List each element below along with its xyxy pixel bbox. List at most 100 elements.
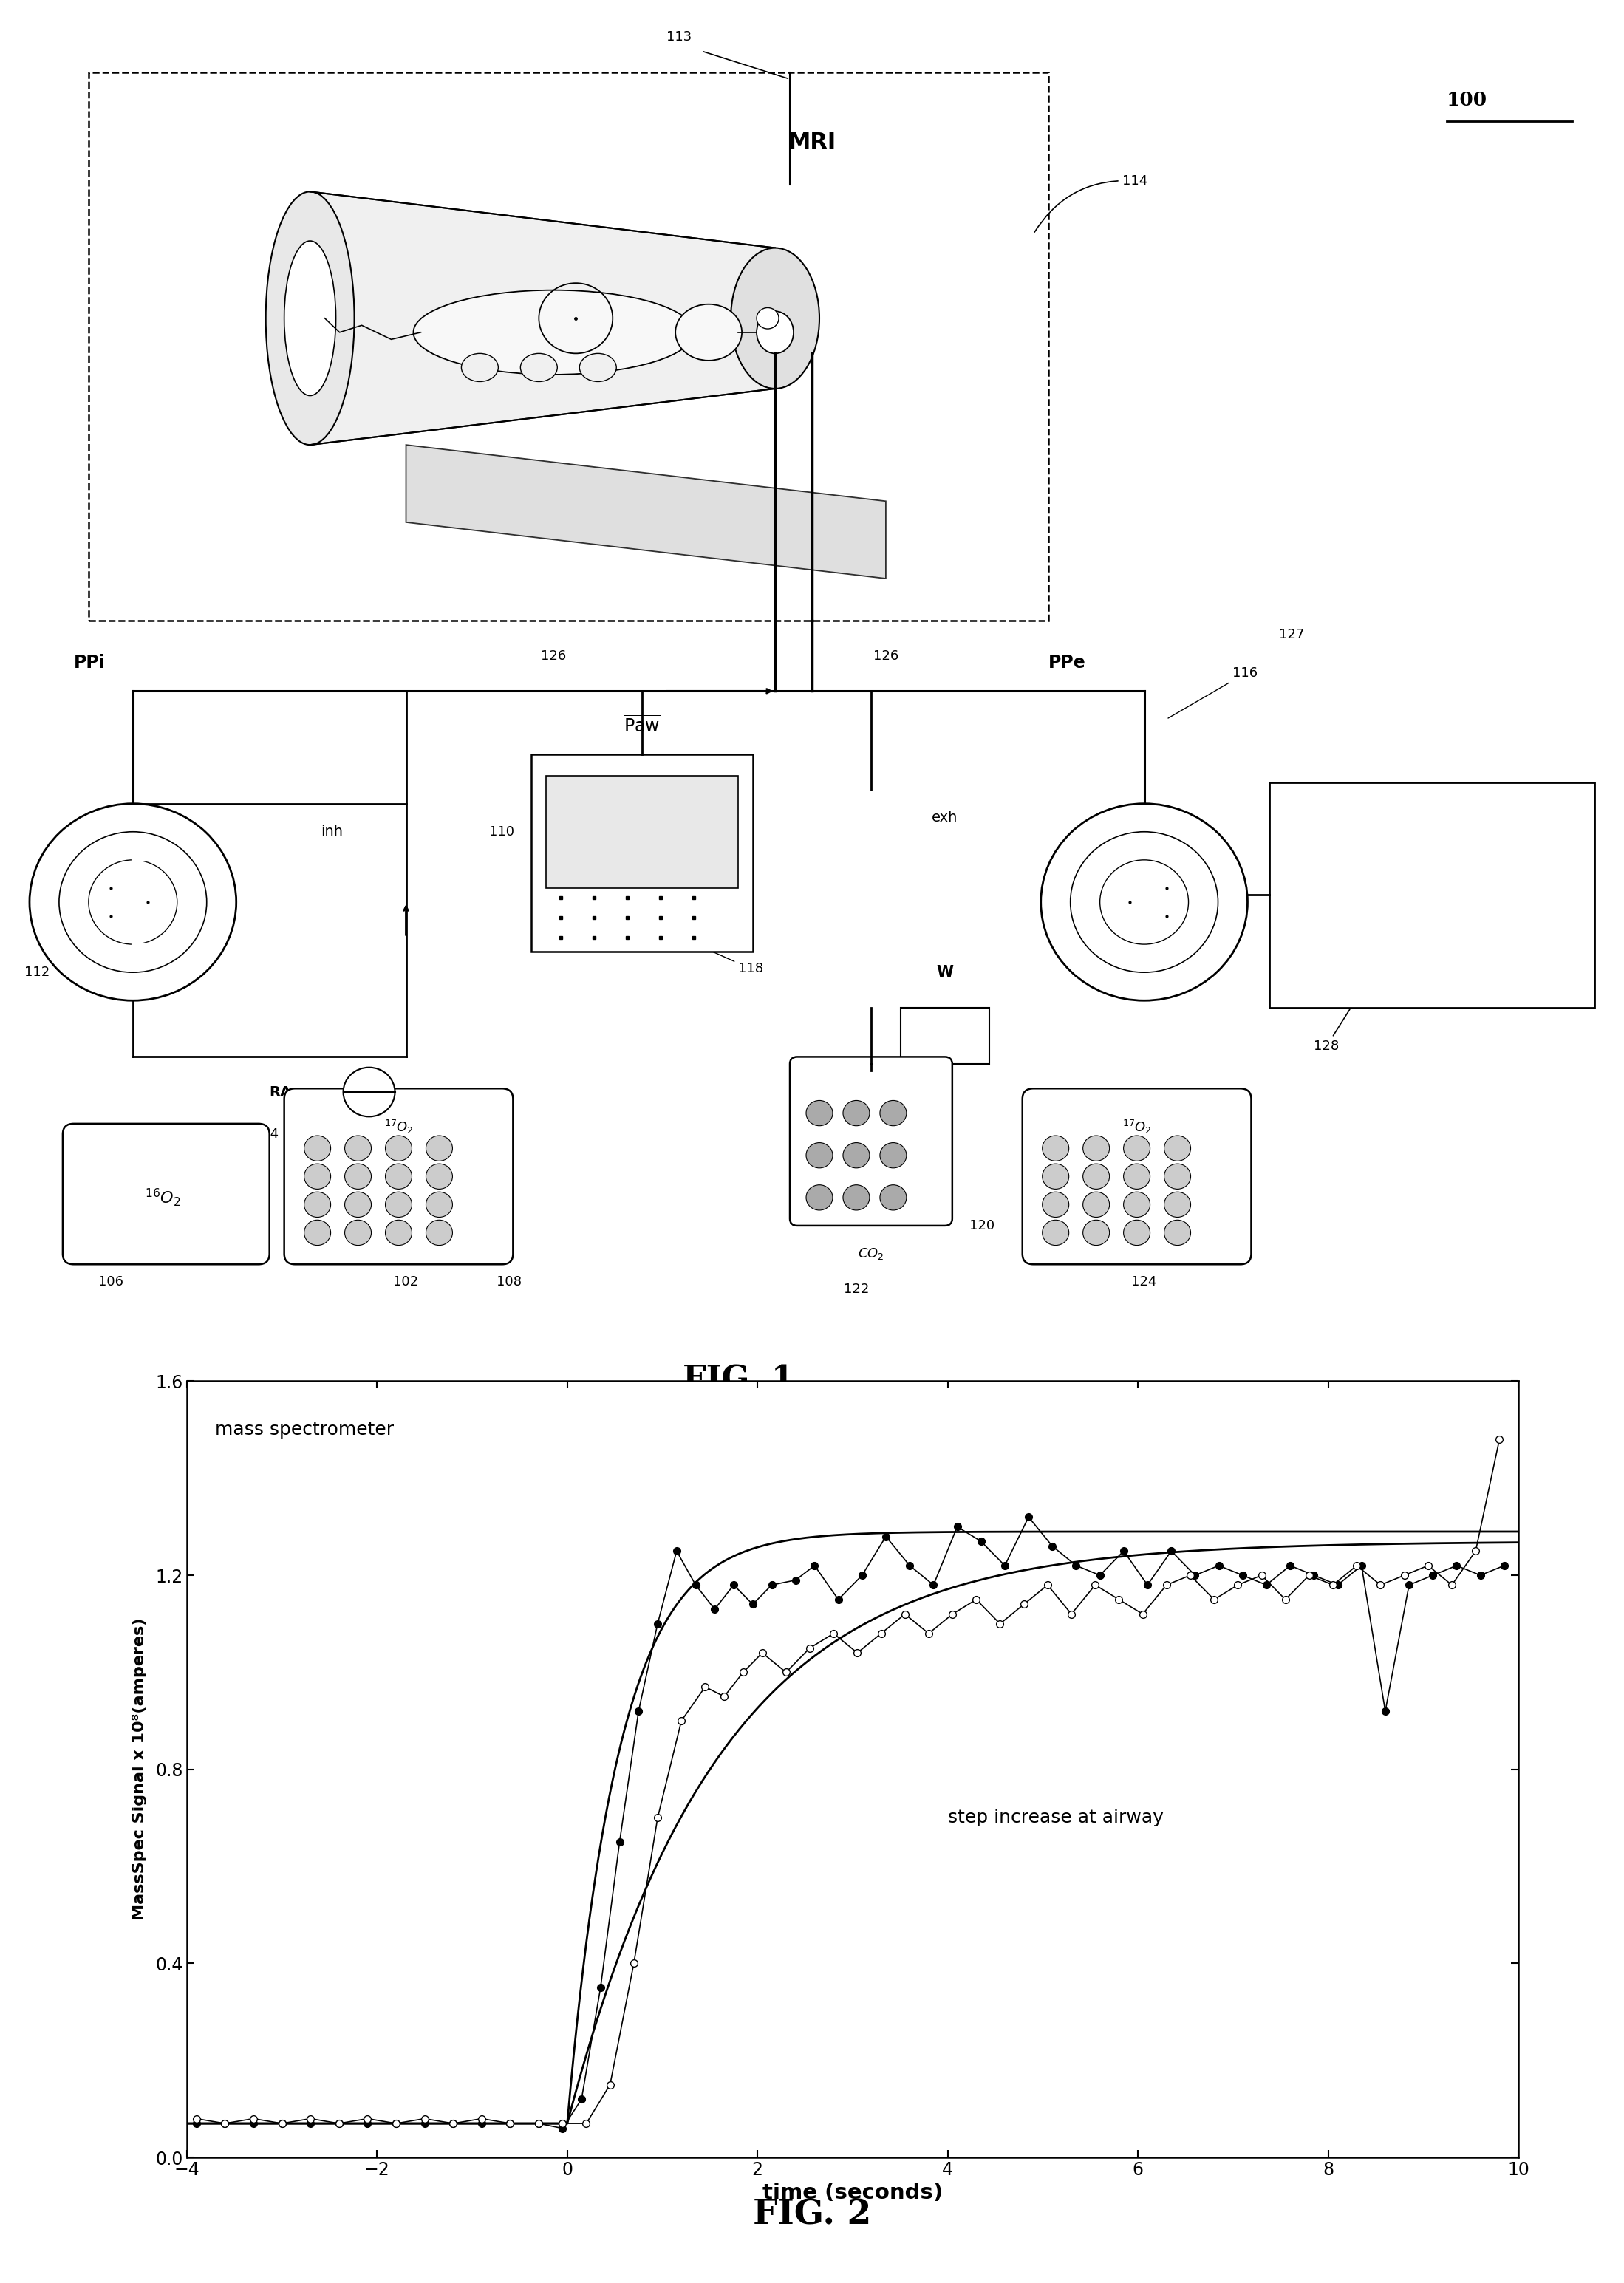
Circle shape	[29, 804, 235, 1000]
Circle shape	[1124, 1192, 1150, 1217]
Circle shape	[1043, 1135, 1069, 1162]
Text: step increase at airway: step increase at airway	[948, 1808, 1163, 1826]
Text: 114: 114	[1034, 174, 1147, 233]
Text: $^{16}O_2$: $^{16}O_2$	[145, 1187, 180, 1208]
Circle shape	[843, 1100, 869, 1126]
Circle shape	[880, 1144, 906, 1169]
Text: 126: 126	[541, 648, 567, 662]
Text: $CO_2$: $CO_2$	[857, 1247, 883, 1260]
Text: 120: 120	[970, 1219, 994, 1233]
FancyBboxPatch shape	[1023, 1089, 1250, 1265]
Circle shape	[425, 1219, 453, 1244]
Circle shape	[1043, 1164, 1069, 1189]
Text: FIG. 1: FIG. 1	[682, 1365, 794, 1397]
Circle shape	[425, 1192, 453, 1217]
Text: inh: inh	[322, 824, 343, 838]
Circle shape	[425, 1164, 453, 1189]
Text: 128: 128	[1314, 1009, 1350, 1052]
Text: Respiratory: Respiratory	[1395, 824, 1470, 838]
Text: 127: 127	[1280, 628, 1304, 642]
Circle shape	[806, 1144, 833, 1169]
Polygon shape	[406, 445, 885, 578]
Circle shape	[1083, 1219, 1109, 1244]
Circle shape	[1083, 1135, 1109, 1162]
Text: RA: RA	[270, 1084, 292, 1098]
Y-axis label: MassSpec Signal x 10⁸(amperes): MassSpec Signal x 10⁸(amperes)	[133, 1619, 148, 1920]
Ellipse shape	[520, 354, 557, 381]
Text: Mass: Mass	[1416, 874, 1449, 888]
Circle shape	[344, 1135, 372, 1162]
FancyBboxPatch shape	[531, 753, 754, 952]
Ellipse shape	[284, 242, 336, 395]
Text: 126: 126	[874, 648, 898, 662]
Text: 113: 113	[666, 30, 692, 43]
Ellipse shape	[676, 304, 742, 361]
Circle shape	[843, 1185, 869, 1210]
Text: $^{17}O_2$: $^{17}O_2$	[1122, 1119, 1151, 1135]
Circle shape	[1041, 804, 1247, 1000]
Ellipse shape	[414, 290, 693, 374]
Circle shape	[1164, 1164, 1190, 1189]
Text: 124: 124	[1132, 1276, 1156, 1288]
Circle shape	[385, 1192, 412, 1217]
Circle shape	[385, 1219, 412, 1244]
Circle shape	[806, 1100, 833, 1126]
Circle shape	[1164, 1219, 1190, 1244]
Circle shape	[806, 1185, 833, 1210]
Text: exh: exh	[932, 810, 958, 824]
Circle shape	[304, 1164, 331, 1189]
Circle shape	[1099, 861, 1189, 945]
Circle shape	[385, 1164, 412, 1189]
Circle shape	[304, 1135, 331, 1162]
Circle shape	[58, 831, 206, 973]
Circle shape	[1124, 1135, 1150, 1162]
Text: 118: 118	[666, 931, 763, 975]
Text: 116: 116	[1168, 667, 1259, 719]
Circle shape	[1043, 1219, 1069, 1244]
Circle shape	[344, 1219, 372, 1244]
Text: mass spectrometer: mass spectrometer	[216, 1420, 395, 1438]
Text: MRI: MRI	[788, 132, 836, 153]
Circle shape	[385, 1135, 412, 1162]
Circle shape	[843, 1144, 869, 1169]
FancyBboxPatch shape	[1270, 783, 1595, 1007]
X-axis label: time (seconds): time (seconds)	[762, 2183, 944, 2203]
Text: 112: 112	[24, 966, 50, 979]
Text: Spectrometer: Spectrometer	[1389, 925, 1476, 936]
Circle shape	[1043, 1192, 1069, 1217]
FancyBboxPatch shape	[89, 73, 1047, 621]
Circle shape	[1083, 1164, 1109, 1189]
Circle shape	[344, 1164, 372, 1189]
Ellipse shape	[461, 354, 499, 381]
Circle shape	[1124, 1219, 1150, 1244]
Ellipse shape	[731, 249, 820, 388]
Circle shape	[304, 1192, 331, 1217]
FancyBboxPatch shape	[789, 1057, 952, 1226]
Text: 106: 106	[97, 1276, 123, 1288]
Ellipse shape	[266, 192, 354, 445]
Circle shape	[1164, 1135, 1190, 1162]
Text: 100: 100	[1447, 91, 1488, 110]
Circle shape	[1083, 1192, 1109, 1217]
Text: FIG. 2: FIG. 2	[754, 2199, 870, 2230]
Text: 102: 102	[393, 1276, 419, 1288]
Circle shape	[344, 1192, 372, 1217]
Text: 122: 122	[843, 1283, 869, 1297]
Text: 110: 110	[489, 824, 515, 838]
FancyBboxPatch shape	[546, 776, 739, 888]
Circle shape	[304, 1219, 331, 1244]
Circle shape	[425, 1135, 453, 1162]
Text: $^{17}O_2$: $^{17}O_2$	[383, 1119, 412, 1135]
Circle shape	[880, 1100, 906, 1126]
Circle shape	[1070, 831, 1218, 973]
Text: $\overline{\mathrm{Paw}}$: $\overline{\mathrm{Paw}}$	[624, 717, 661, 735]
Text: PPi: PPi	[73, 653, 106, 671]
Polygon shape	[310, 192, 775, 445]
Ellipse shape	[757, 310, 794, 354]
Text: W: W	[937, 966, 953, 979]
FancyBboxPatch shape	[63, 1123, 270, 1265]
Text: 108: 108	[497, 1276, 521, 1288]
FancyBboxPatch shape	[284, 1089, 513, 1265]
Text: 104: 104	[253, 1128, 278, 1142]
Circle shape	[343, 1068, 395, 1116]
